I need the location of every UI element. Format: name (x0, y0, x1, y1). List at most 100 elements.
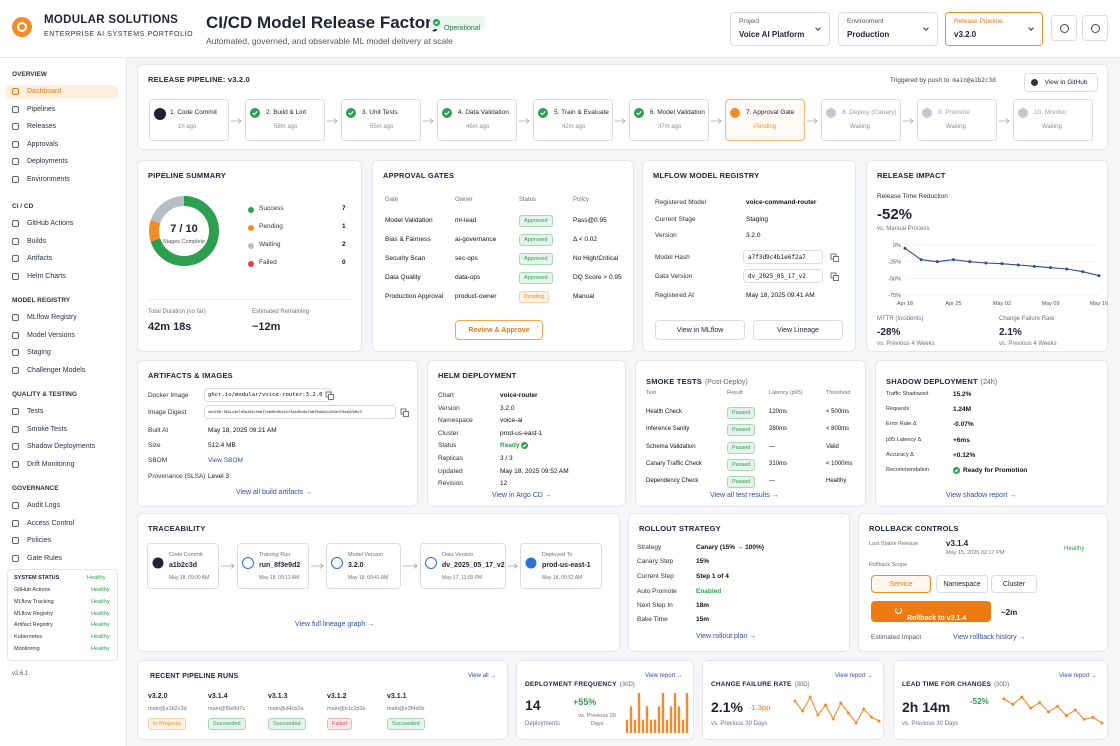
nav-item[interactable]: Pipelines (6, 103, 118, 117)
pipeline-step[interactable]: 2. Build & Lint 58m ago (245, 99, 325, 141)
step-label: 6. Model Validation (650, 109, 705, 116)
cell: Production Approval (385, 293, 444, 300)
nav-item[interactable]: Builds (6, 235, 118, 249)
scope-option[interactable]: Service (871, 575, 931, 593)
lineage-node[interactable]: Training Run run_8f3e9d2 May 18, 09:13 AM (237, 543, 309, 589)
nav-item[interactable]: Tests (6, 405, 118, 419)
icon-button[interactable] (1051, 15, 1077, 41)
rollback-icon (895, 607, 902, 614)
row-value: prod-us-east-1 (500, 429, 543, 437)
nav-icon (12, 105, 19, 113)
icon-circle (730, 108, 740, 118)
rollback-button[interactable]: Rollback to v3.1.4 (871, 601, 991, 622)
icon-button[interactable] (1082, 15, 1108, 41)
nav-label: Approvals (27, 140, 59, 148)
nav-item[interactable]: Challenger Models (6, 364, 118, 378)
pipeline-step[interactable]: 8. Deploy (Canary) Waiting (821, 99, 901, 141)
cell: < 1000ms (826, 461, 853, 467)
lineage-node[interactable]: Code Commit a1b2c3d May 18, 09:00 AM (147, 543, 219, 589)
nav-item[interactable]: Drift Monitoring (6, 458, 118, 472)
selector[interactable]: Project Voice AI Platform (730, 12, 830, 46)
nav-item[interactable]: Deployments (6, 155, 118, 169)
lineage-arrow (403, 563, 418, 569)
pipeline-step[interactable]: 7. Approval Gate Pending (725, 99, 805, 141)
github-button[interactable]: View in GitHub (1024, 73, 1098, 92)
copy-icon (400, 408, 409, 417)
nav-item[interactable]: Smoke Tests (6, 423, 118, 437)
pipeline-step[interactable]: 3. Unit Tests 55m ago (341, 99, 421, 141)
step-label: 5. Train & Evaluate (554, 109, 609, 116)
node-icon (425, 557, 437, 569)
logo (12, 17, 32, 37)
step-label: 4. Data Validation (458, 109, 509, 116)
status-icon (538, 108, 548, 118)
nav-item[interactable]: Releases (6, 120, 118, 134)
nav-item[interactable]: GitHub Actions (6, 217, 118, 231)
scope-option[interactable]: Namespace (936, 575, 988, 593)
nav-item[interactable]: MLflow Registry (6, 311, 118, 325)
metric-change: +55% (573, 697, 597, 707)
nav-item[interactable]: Access Control (6, 517, 118, 531)
donut-caption: Stages Complete (162, 239, 206, 245)
nav-icon (12, 537, 19, 545)
nav-label: Pipelines (27, 105, 56, 113)
nav-icon (12, 220, 19, 227)
point (1029, 706, 1033, 710)
nav-item[interactable]: Staging (6, 346, 118, 360)
icon-circle (826, 108, 836, 118)
link: View in Argo CD → (492, 492, 552, 499)
nav-item[interactable]: Dashboard (6, 85, 118, 99)
review-button[interactable]: Review & Approve (455, 320, 543, 340)
selector[interactable]: Release Pipeline v3.2.0 (945, 12, 1043, 46)
row-label: Current Step (637, 573, 674, 580)
page-subtitle: Automated, governed, and observable ML m… (206, 36, 453, 46)
step-time: 58m ago (274, 124, 298, 130)
nav-item[interactable]: Artifacts (6, 252, 118, 266)
selector[interactable]: Environment Production (838, 12, 938, 46)
nav-item[interactable]: Environments (6, 173, 118, 187)
status-pill: Pending (519, 291, 550, 303)
lineage-node[interactable]: Model Version 3.2.0 May 18, 09:41 AM (326, 543, 401, 589)
pipeline-step[interactable]: 1. Code Commit 1h ago (149, 99, 229, 141)
selector-label: Project (739, 18, 760, 25)
arrow (311, 563, 324, 569)
pipeline-step[interactable]: 5. Train & Evaluate 42m ago (533, 99, 613, 141)
arrow (327, 118, 338, 124)
nav-item[interactable]: Audit Logs (6, 499, 118, 513)
pipeline-step[interactable]: 4. Data Validation 46m ago (437, 99, 517, 141)
nav-item[interactable]: Approvals (6, 138, 118, 152)
node-icon (525, 557, 537, 569)
nav-item[interactable]: Helm Charts (6, 270, 118, 284)
line (794, 695, 880, 725)
node-label: Data Version (442, 552, 474, 558)
registry-button[interactable]: View Lineage (753, 320, 843, 340)
status-pill: Passed (727, 442, 756, 454)
icon-glyph (1091, 24, 1100, 33)
traceability: TRACEABILITY Code Commit a1b2c3d May 18, 09… (137, 513, 620, 652)
step-time: 37m ago (658, 124, 682, 130)
registry-button[interactable]: View in MLflow (655, 320, 745, 340)
nav-item[interactable]: Model Versions (6, 329, 118, 343)
nav-item[interactable]: Gate Rules (6, 552, 118, 566)
nav-item[interactable]: Policies (6, 534, 118, 548)
lineage-node[interactable]: Deployed To prod-us-east-1 May 18, 09:52 A… (520, 543, 602, 589)
pipeline-step[interactable]: 9. Promote Waiting (917, 99, 997, 141)
card-title: DEPLOYMENT FREQUENCY (30D) (525, 673, 635, 691)
nav-icon (12, 519, 19, 527)
pipeline-step[interactable]: 6. Model Validation 37m ago (629, 99, 709, 141)
lineage-node[interactable]: Data Version dv_2025_05_17_v2 May 17, 11:0… (420, 543, 506, 589)
value-box (743, 250, 823, 264)
scope-option[interactable]: Cluster (991, 575, 1037, 593)
service-name: Kubernetes (14, 634, 43, 641)
pipeline-step[interactable]: 10. Monitor Waiting (1013, 99, 1093, 141)
point (846, 711, 850, 715)
icon-circle (152, 557, 164, 569)
row-label: Cluster (438, 429, 459, 437)
link: View report → (1059, 673, 1097, 679)
nav-item[interactable]: Shadow Deployments (6, 440, 118, 454)
node-date: May 18, 09:00 AM (169, 575, 210, 581)
bar (673, 693, 677, 733)
cfr-value: 2.1% (999, 327, 1022, 338)
nav-section-title: MODEL REGISTRY (12, 297, 71, 304)
